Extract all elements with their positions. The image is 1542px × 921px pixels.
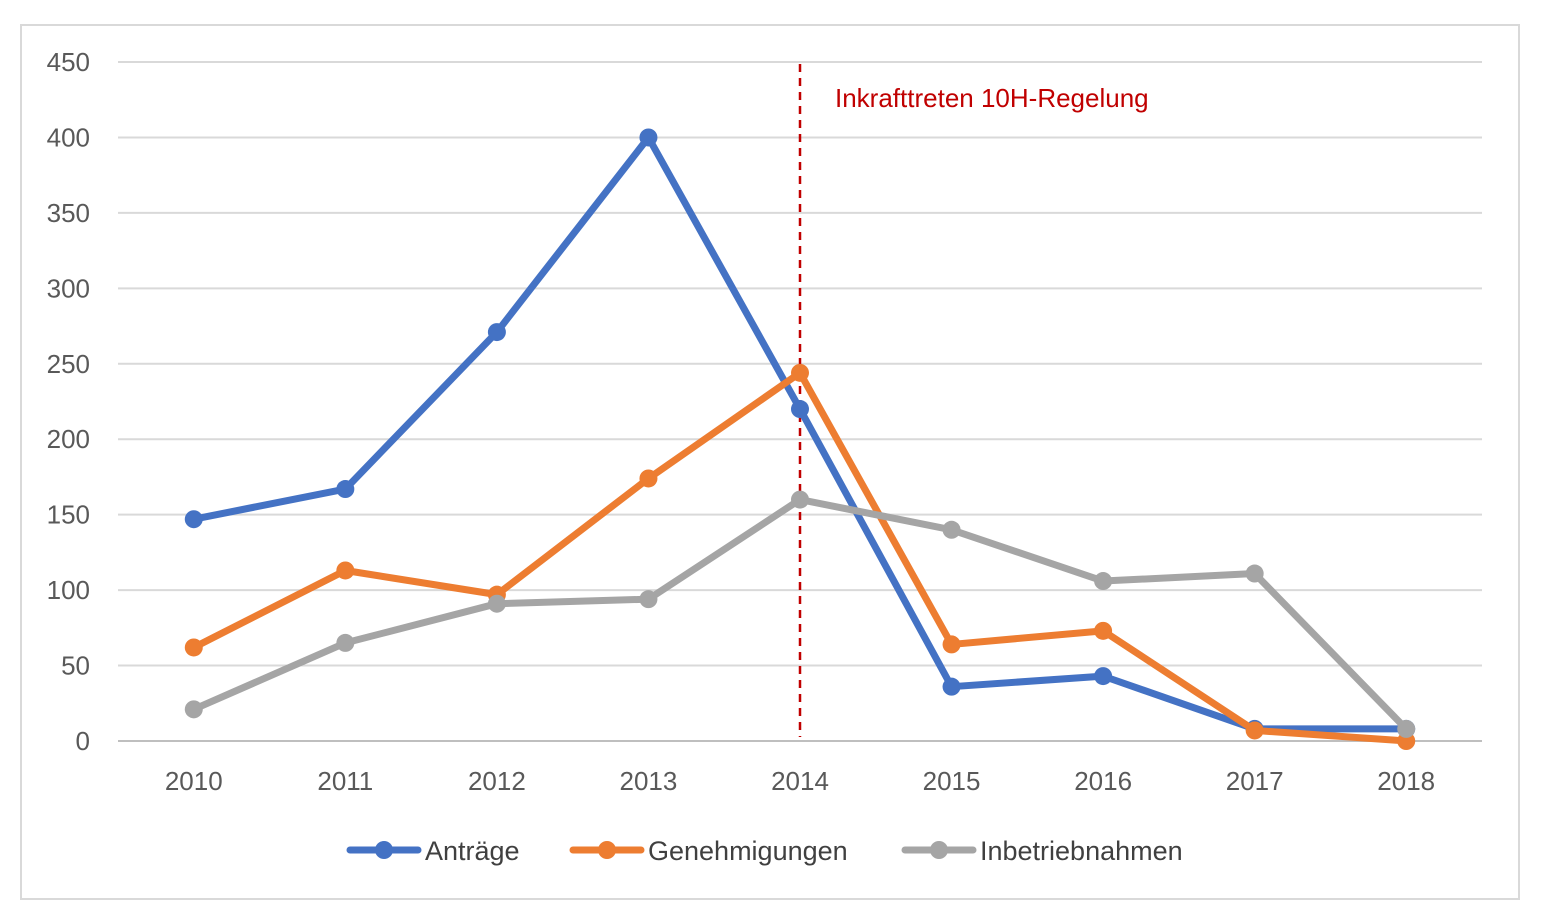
- legend-label: Anträge: [425, 836, 520, 866]
- x-tick-label: 2014: [771, 766, 829, 796]
- y-tick-label: 350: [47, 198, 90, 228]
- data-point-inbetriebnahmen: [487, 594, 506, 613]
- data-point-inbetriebnahmen: [942, 520, 961, 539]
- data-point-inbetriebnahmen: [791, 490, 809, 509]
- data-point-inbetriebnahmen: [336, 633, 355, 652]
- x-tick-label: 2011: [317, 766, 373, 796]
- y-tick-label: 0: [76, 726, 90, 756]
- chart-frame: [20, 24, 1520, 900]
- data-point-antr-ge: [942, 677, 961, 696]
- legend-swatch-marker: [598, 841, 616, 859]
- y-tick-label: 300: [47, 273, 90, 303]
- data-point-genehmigungen: [942, 635, 961, 654]
- data-point-genehmigungen: [639, 469, 658, 488]
- legend-label: Inbetriebnahmen: [980, 836, 1183, 866]
- y-tick-label: 100: [47, 575, 90, 605]
- legend-swatch-marker: [375, 841, 393, 859]
- data-point-genehmigungen: [791, 363, 809, 382]
- y-tick-label: 250: [47, 349, 90, 379]
- data-point-antr-ge: [639, 128, 658, 147]
- y-tick-label: 50: [61, 651, 90, 681]
- x-tick-label: 2013: [620, 766, 678, 796]
- data-point-antr-ge: [184, 510, 203, 529]
- data-point-inbetriebnahmen: [1397, 719, 1416, 738]
- annotation-label: Inkrafttreten 10H-Regelung: [835, 83, 1149, 113]
- x-axis-ticks: 2010 2011 2012 2013 2014 2015 2016 2017 2018: [165, 766, 1435, 796]
- data-point-genehmigungen: [1245, 721, 1264, 740]
- data-point-antr-ge: [1094, 667, 1113, 686]
- x-tick-label: 2018: [1377, 766, 1435, 796]
- legend: Anträge Genehmigungen Inbetriebnahmen: [346, 836, 1183, 866]
- y-axis-ticks: 0 50 100 150 200 250 300 350 400 450: [47, 47, 90, 756]
- data-point-genehmigungen: [1094, 621, 1113, 640]
- data-point-antr-ge: [791, 400, 809, 419]
- y-tick-label: 200: [47, 424, 90, 454]
- y-tick-label: 150: [47, 500, 90, 530]
- x-tick-label: 2016: [1074, 766, 1132, 796]
- data-point-inbetriebnahmen: [1245, 564, 1264, 583]
- data-point-antr-ge: [487, 323, 506, 342]
- x-tick-label: 2017: [1226, 766, 1284, 796]
- y-tick-label: 450: [47, 47, 90, 77]
- data-point-antr-ge: [336, 480, 355, 499]
- series-group: [184, 128, 1416, 750]
- legend-swatch-marker: [930, 841, 948, 859]
- y-tick-label: 400: [47, 122, 90, 152]
- data-point-inbetriebnahmen: [1094, 572, 1113, 591]
- x-tick-label: 2015: [923, 766, 981, 796]
- data-point-inbetriebnahmen: [184, 700, 203, 719]
- data-point-inbetriebnahmen: [639, 590, 658, 609]
- x-tick-label: 2012: [468, 766, 526, 796]
- data-point-genehmigungen: [336, 561, 355, 580]
- data-point-genehmigungen: [184, 638, 203, 657]
- legend-label: Genehmigungen: [648, 836, 848, 866]
- x-tick-label: 2010: [165, 766, 223, 796]
